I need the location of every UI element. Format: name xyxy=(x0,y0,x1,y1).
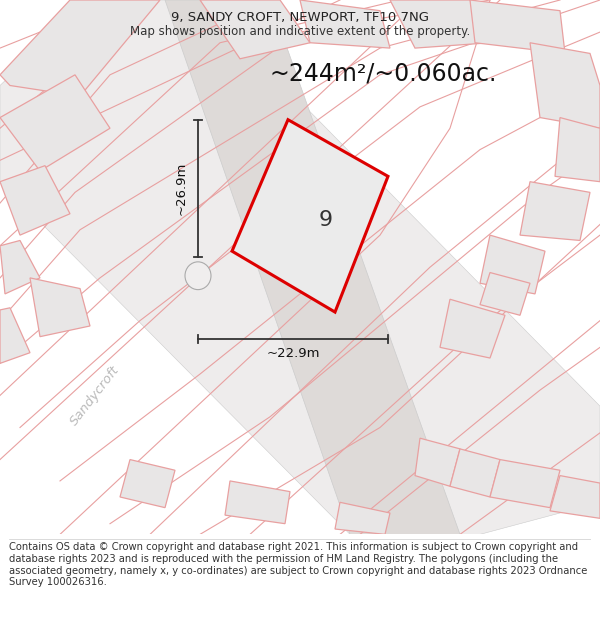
Polygon shape xyxy=(530,42,600,128)
Polygon shape xyxy=(335,503,390,534)
Polygon shape xyxy=(30,278,90,337)
Polygon shape xyxy=(550,476,600,518)
Polygon shape xyxy=(0,75,110,171)
Polygon shape xyxy=(440,299,505,358)
Text: ~244m²/~0.060ac.: ~244m²/~0.060ac. xyxy=(270,61,497,86)
Text: Contains OS data © Crown copyright and database right 2021. This information is : Contains OS data © Crown copyright and d… xyxy=(9,542,587,587)
Polygon shape xyxy=(165,0,460,534)
Text: 9: 9 xyxy=(319,210,333,230)
Polygon shape xyxy=(120,459,175,508)
Polygon shape xyxy=(0,0,600,534)
Text: 9, SANDY CROFT, NEWPORT, TF10 7NG: 9, SANDY CROFT, NEWPORT, TF10 7NG xyxy=(171,11,429,24)
Polygon shape xyxy=(0,0,160,96)
Polygon shape xyxy=(200,0,310,59)
Polygon shape xyxy=(470,0,565,53)
Polygon shape xyxy=(300,0,390,48)
Polygon shape xyxy=(0,166,70,235)
Circle shape xyxy=(185,262,211,289)
Polygon shape xyxy=(0,308,30,363)
Polygon shape xyxy=(0,241,40,294)
Polygon shape xyxy=(480,235,545,294)
Polygon shape xyxy=(480,272,530,315)
Polygon shape xyxy=(490,459,560,508)
Text: ~26.9m: ~26.9m xyxy=(175,161,188,215)
Polygon shape xyxy=(415,438,460,486)
Polygon shape xyxy=(390,0,490,48)
Polygon shape xyxy=(555,118,600,182)
Polygon shape xyxy=(520,182,590,241)
Text: Sandycroft: Sandycroft xyxy=(68,363,122,428)
Polygon shape xyxy=(450,449,500,497)
Text: ~22.9m: ~22.9m xyxy=(266,348,320,361)
Polygon shape xyxy=(232,120,388,312)
Polygon shape xyxy=(225,481,290,524)
Text: Map shows position and indicative extent of the property.: Map shows position and indicative extent… xyxy=(130,24,470,38)
